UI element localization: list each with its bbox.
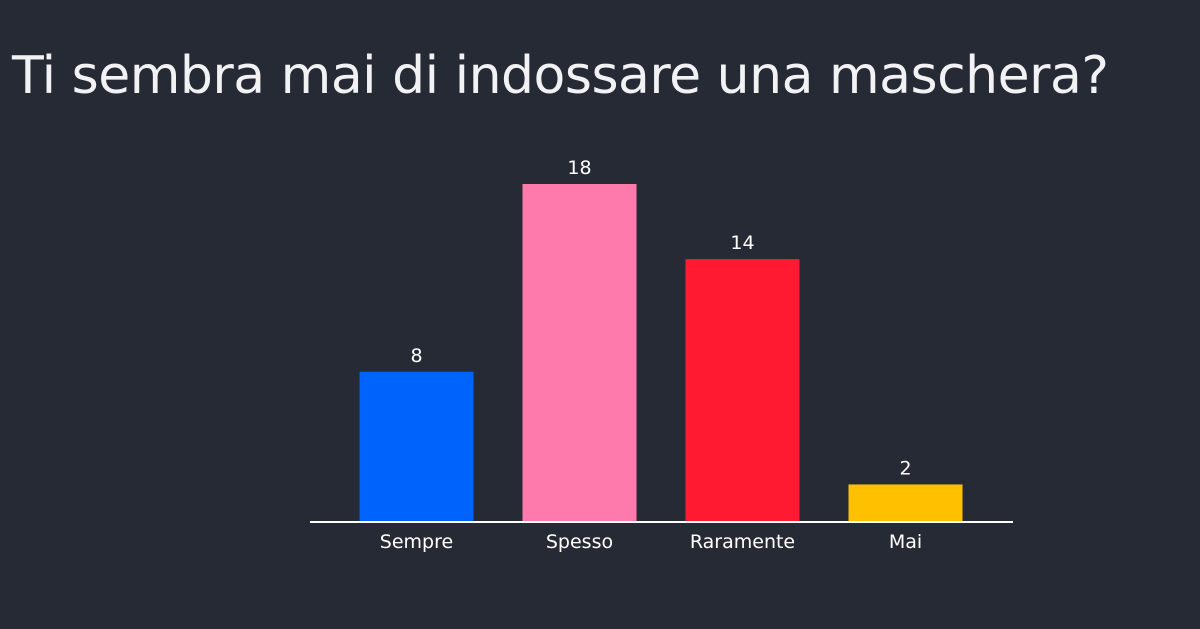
bars-group [359,184,963,522]
value-labels-group: 8 18 14 2 [410,157,911,479]
value-label-sempre: 8 [410,345,422,367]
bar-spesso [522,184,637,522]
bar-raramente [685,259,800,522]
value-label-raramente: 14 [730,232,754,254]
question-title: Ti sembra mai di indossare una maschera? [12,46,1109,106]
bar-mai [848,484,963,522]
category-labels-group: Sempre Spesso Raramente Mai [380,531,922,553]
category-label-raramente: Raramente [690,531,795,553]
category-label-mai: Mai [889,531,922,553]
category-label-sempre: Sempre [380,531,453,553]
bar-sempre [359,371,474,522]
value-label-mai: 2 [899,457,911,479]
category-label-spesso: Spesso [546,531,613,553]
value-label-spesso: 18 [567,157,591,179]
